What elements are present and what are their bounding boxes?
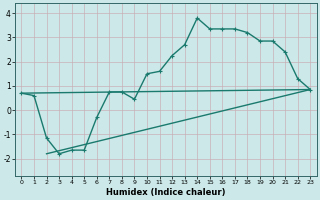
X-axis label: Humidex (Indice chaleur): Humidex (Indice chaleur) [106, 188, 226, 197]
